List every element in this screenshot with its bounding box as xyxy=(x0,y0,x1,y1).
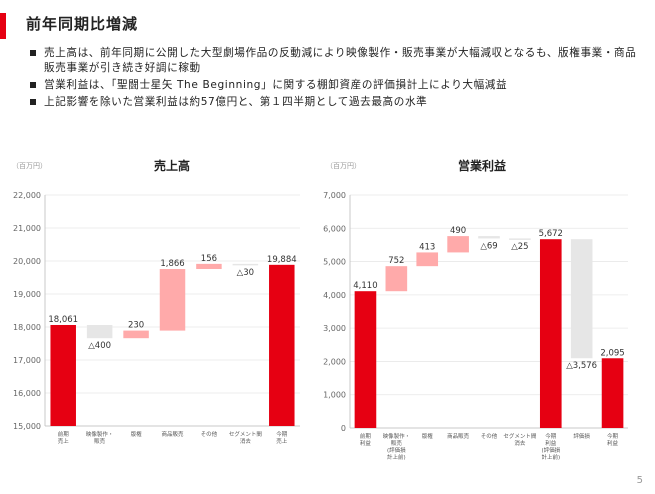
x-category-label: 今期利益 xyxy=(607,432,619,447)
y-tick-label: 21,000 xyxy=(13,224,41,233)
waterfall-bar xyxy=(123,330,149,339)
x-category-label: 版権 xyxy=(422,432,434,440)
x-category-label: 商品販売 xyxy=(161,430,184,438)
bar-data-label: 230 xyxy=(128,321,144,331)
x-category-label: 版権 xyxy=(131,430,143,438)
y-tick-label: 5,000 xyxy=(323,258,346,267)
bar-data-label: △25 xyxy=(511,242,528,252)
bar-data-label: 156 xyxy=(201,254,217,264)
bar-data-label: △69 xyxy=(480,241,497,251)
x-category-label: 今期売上 xyxy=(276,430,288,445)
waterfall-bar xyxy=(269,264,295,426)
x-category-label: 映像製作・販売 xyxy=(86,430,114,445)
chart-unit-label: （百万円） xyxy=(326,162,361,170)
waterfall-bar xyxy=(416,252,439,267)
bar-data-label: △3,576 xyxy=(566,361,597,371)
bar-data-label: 4,110 xyxy=(353,281,377,291)
waterfall-bar xyxy=(509,238,531,240)
bar-data-label: 18,061 xyxy=(48,315,78,325)
y-tick-label: 6,000 xyxy=(323,224,346,233)
waterfall-bar xyxy=(232,263,259,266)
x-category-label: 前期利益 xyxy=(360,432,372,447)
y-tick-label: 19,000 xyxy=(13,290,41,299)
sales-waterfall-chart: （百万円） 売上高 15,000 16,000 17,000 18,000 19,000 20… xyxy=(12,158,300,445)
waterfall-bar xyxy=(354,291,377,428)
waterfall-bar xyxy=(385,266,408,292)
page-title: 前年同期比増減 xyxy=(26,15,139,33)
waterfall-bar xyxy=(478,236,500,239)
waterfall-bar xyxy=(159,269,186,331)
x-category-label: セグメント間消去 xyxy=(229,430,263,445)
y-tick-label: 1,000 xyxy=(323,391,346,400)
bullet-list: 売上高は、前年同期に公開した大型劇場作品の反動減により映像製作・販売事業が大幅減… xyxy=(30,46,640,112)
y-tick-label: 18,000 xyxy=(13,323,41,332)
operating-profit-waterfall-chart: （百万円） 営業利益 0 1,000 2,000 3,000 4,000 5,000 6,000… xyxy=(323,158,628,461)
x-category-label: 評価損 xyxy=(573,432,590,440)
x-category-label: 商品販売 xyxy=(447,432,470,440)
bar-data-label: 19,884 xyxy=(267,255,297,265)
x-category-label: その他 xyxy=(481,432,498,440)
waterfall-bar xyxy=(539,239,562,428)
bar-data-label: △400 xyxy=(88,341,111,351)
y-tick-label: 3,000 xyxy=(323,324,346,333)
x-category-label: その他 xyxy=(201,430,218,438)
bar-data-label: △30 xyxy=(237,268,254,278)
bar-data-label: 5,672 xyxy=(539,229,563,239)
chart-title: 営業利益 xyxy=(458,158,506,173)
bar-data-label: 2,095 xyxy=(600,348,624,358)
waterfall-bar xyxy=(601,358,624,428)
chart-title: 売上高 xyxy=(154,158,190,173)
waterfall-bar xyxy=(196,263,222,270)
bullet-item: 営業利益は、「聖闘士星矢 The Beginning」に関する棚卸資産の評価損計… xyxy=(30,78,640,93)
waterfall-bar xyxy=(570,239,593,359)
chart-unit-label: （百万円） xyxy=(12,162,47,170)
bar-data-label: 490 xyxy=(450,226,466,236)
y-tick-label: 2,000 xyxy=(323,357,346,366)
y-tick-label: 0 xyxy=(341,424,346,433)
y-tick-label: 4,000 xyxy=(323,291,346,300)
page-number: 5 xyxy=(636,475,643,486)
title-accent-bar xyxy=(0,13,6,39)
x-category-label: 今期利益(評価損計上前) xyxy=(541,432,560,461)
waterfall-bar xyxy=(86,324,113,339)
bullet-item: 上記影響を除いた営業利益は約57億円と、第１四半期として過去最高の水準 xyxy=(30,95,640,110)
x-category-label: セグメント間消去 xyxy=(503,432,537,447)
bar-data-label: 1,866 xyxy=(160,259,184,269)
y-tick-label: 22,000 xyxy=(13,191,41,200)
bar-data-label: 752 xyxy=(388,256,404,266)
x-category-label: 映像製作・販売(評価損計上前) xyxy=(383,432,411,461)
bullet-item: 売上高は、前年同期に公開した大型劇場作品の反動減により映像製作・販売事業が大幅減… xyxy=(30,46,640,76)
y-tick-label: 7,000 xyxy=(323,191,346,200)
y-tick-label: 16,000 xyxy=(13,389,41,398)
y-tick-label: 15,000 xyxy=(13,422,41,431)
bar-data-label: 413 xyxy=(419,242,435,252)
x-category-label: 前期売上 xyxy=(58,430,70,445)
y-tick-label: 20,000 xyxy=(13,257,41,266)
waterfall-bar xyxy=(447,236,469,253)
y-tick-label: 17,000 xyxy=(13,356,41,365)
waterfall-bar xyxy=(50,324,76,426)
